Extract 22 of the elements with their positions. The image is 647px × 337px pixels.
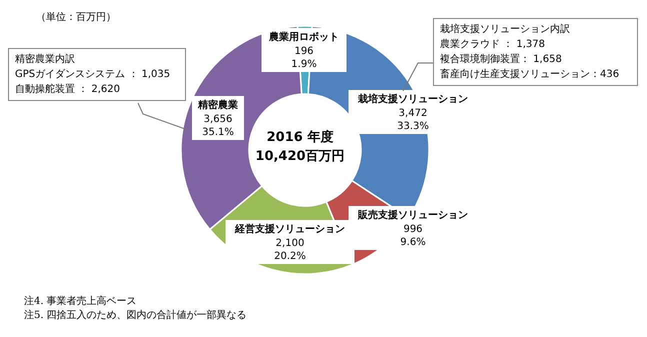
data-label: 3,472 33.3%: [397, 108, 429, 132]
text: 注5. 四捨五入のため、図内の合計値が一部異なる: [24, 308, 247, 322]
text: 自動操舵装置 ： 2,620: [15, 82, 121, 97]
text: 複合環境制御装置： 1,658: [440, 52, 563, 67]
text: 精密農業内訳: [15, 52, 76, 67]
slice-label: 精密農業: [197, 99, 238, 111]
text: 10,420百万円: [255, 149, 345, 164]
data-label: 196 1.9%: [291, 46, 317, 70]
data-label: 3,656 35.1%: [202, 114, 234, 138]
slice-label: 経営支援ソリューション: [234, 223, 345, 235]
text: （単位：百万円）: [36, 11, 116, 24]
slice-label: 農業用ロボット: [268, 31, 339, 43]
text: 畜産向け生産支援ソリューション：436: [440, 68, 620, 82]
data-label: 996 9.6%: [400, 224, 426, 248]
text: 栽培支援ソリューション内訳: [440, 22, 571, 37]
text: 農業クラウド ： 1,378: [440, 38, 546, 52]
data-label: 2,100 20.2%: [274, 238, 306, 262]
text: 注4. 事業者売上高ベース: [24, 294, 137, 308]
slice-label: 栽培支援ソリューション: [357, 93, 468, 105]
text: GPSガイダンスシステム ： 1,035: [15, 68, 172, 82]
text: 2016 年度: [266, 129, 334, 145]
slice-label: 販売支援ソリューション: [357, 209, 468, 221]
